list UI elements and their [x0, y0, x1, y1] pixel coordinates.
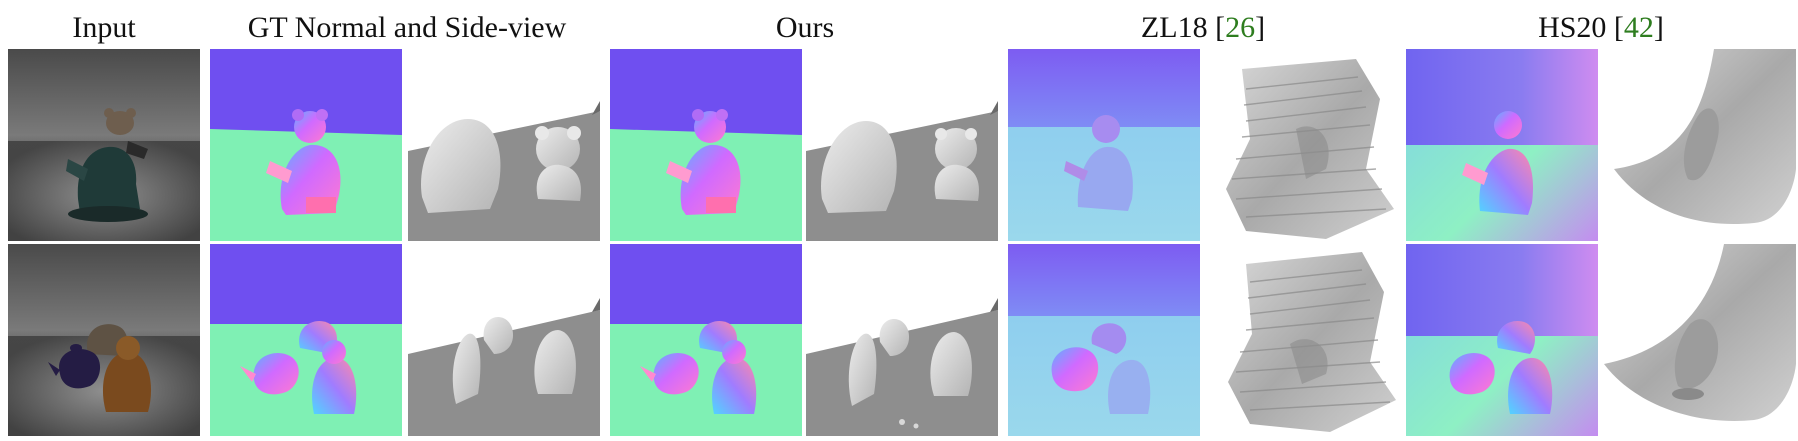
bracket-open: [: [1215, 11, 1226, 44]
bracket-open: [: [1613, 11, 1624, 44]
gt-side-view-row2: [408, 244, 600, 436]
ours-normal-map-row2: [610, 244, 802, 436]
input-image-row2: [8, 244, 200, 436]
gt-normal-map-row2: [210, 244, 402, 436]
hs20-normal-map-row2: [1406, 244, 1598, 436]
zl18-normal-map-row1: [1008, 49, 1200, 241]
hs20-side-view-row1: [1604, 49, 1796, 241]
bracket-close: ]: [1653, 11, 1664, 44]
header-gt-normal-side-view: GT Normal and Side-view: [247, 11, 567, 44]
header-zl18: ZL18 [26]: [1006, 8, 1400, 48]
citation-link-42[interactable]: 42: [1623, 11, 1654, 44]
method-name-zl18: ZL18: [1140, 11, 1216, 44]
ours-side-view-row2: [806, 244, 998, 436]
ours-normal-map-row1: [610, 49, 802, 241]
hs20-side-view-row2: [1604, 244, 1796, 436]
zl18-side-view-row2: [1206, 244, 1398, 436]
header-hs20: HS20 [42]: [1404, 8, 1798, 48]
zl18-normal-map-row2: [1008, 244, 1200, 436]
ours-side-view-row1: [806, 49, 998, 241]
citation-link-26[interactable]: 26: [1225, 11, 1256, 44]
gt-normal-map-row1: [210, 49, 402, 241]
zl18-side-view-row1: [1206, 49, 1398, 241]
input-image-row1: [8, 49, 200, 241]
bracket-close: ]: [1255, 11, 1266, 44]
header-input: Input: [72, 11, 136, 44]
hs20-normal-map-row1: [1406, 49, 1598, 241]
header-ours: Ours: [775, 11, 835, 44]
gt-side-view-row1: [408, 49, 600, 241]
method-name-hs20: HS20: [1538, 11, 1614, 44]
